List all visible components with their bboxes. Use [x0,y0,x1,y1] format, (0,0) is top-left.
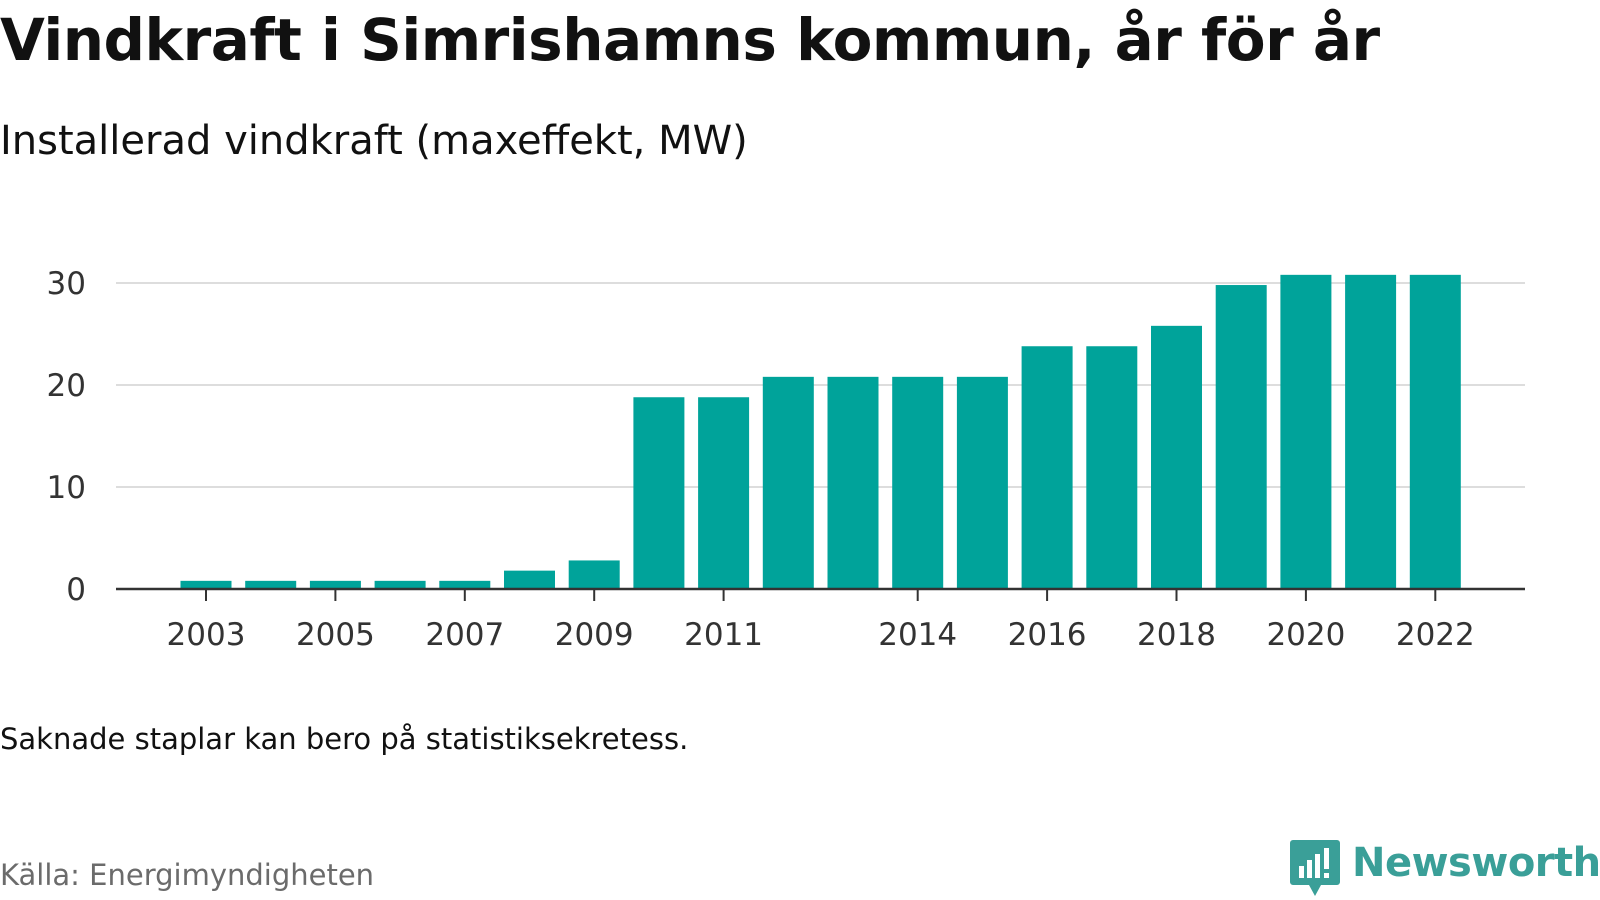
x-tick-label: 2009 [555,617,634,653]
brand-logo: Newsworthy [1290,840,1600,900]
chart-subtitle: Installerad vindkraft (maxeffekt, MW) [0,118,748,164]
x-tick-label: 2018 [1137,617,1216,653]
bar-2008 [504,570,555,589]
y-tick-label: 10 [47,470,86,506]
chart-title: Vindkraft i Simrishamns kommun, år för å… [0,6,1380,74]
bar-2016 [1021,346,1073,589]
bar-2009 [568,560,620,589]
bar-2015 [956,376,1008,589]
x-tick-label: 2005 [296,617,375,653]
newsworthy-logo-icon [1290,840,1340,896]
bar-2010 [633,397,685,589]
brand-name: Newsworthy [1352,840,1600,886]
y-tick-label: 20 [47,368,86,404]
bar-2019 [1215,285,1267,589]
bar-2021 [1345,274,1397,589]
x-tick-label: 2022 [1396,617,1475,653]
bar-2005 [309,580,361,589]
bar-2017 [1086,346,1138,589]
x-tick-label: 2020 [1266,617,1345,653]
bar-2020 [1280,274,1332,589]
bar-2011 [698,397,750,589]
bar-2014 [892,376,944,589]
bar-chart: 0 10 20 30 2003 2005 2007 2009 2011 2014 2016 2018… [47,266,1525,653]
x-tick-label: 2007 [425,617,504,653]
y-tick-label: 30 [47,266,86,302]
bar-2012 [762,376,814,589]
bars [180,274,1461,589]
x-tick-label: 2014 [878,617,957,653]
source-text: Källa: Energimyndigheten [0,858,375,892]
x-tick-label: 2003 [167,617,246,653]
footnote: Saknade staplar kan bero på statistiksek… [0,722,689,756]
bar-2004 [245,580,297,589]
bar-2018 [1151,325,1202,589]
bar-2022 [1409,274,1461,589]
x-tick-label: 2011 [684,617,763,653]
x-tick-label: 2016 [1008,617,1087,653]
y-tick-label: 0 [66,572,86,608]
bar-2003 [180,580,232,589]
y-axis-ticks: 0 10 20 30 [47,266,86,608]
bar-2006 [374,580,426,589]
bar-2007 [439,580,491,589]
x-axis-ticks: 2003 2005 2007 2009 2011 2014 2016 2018 2020 2022 [167,589,1475,653]
bar-2013 [827,376,879,589]
